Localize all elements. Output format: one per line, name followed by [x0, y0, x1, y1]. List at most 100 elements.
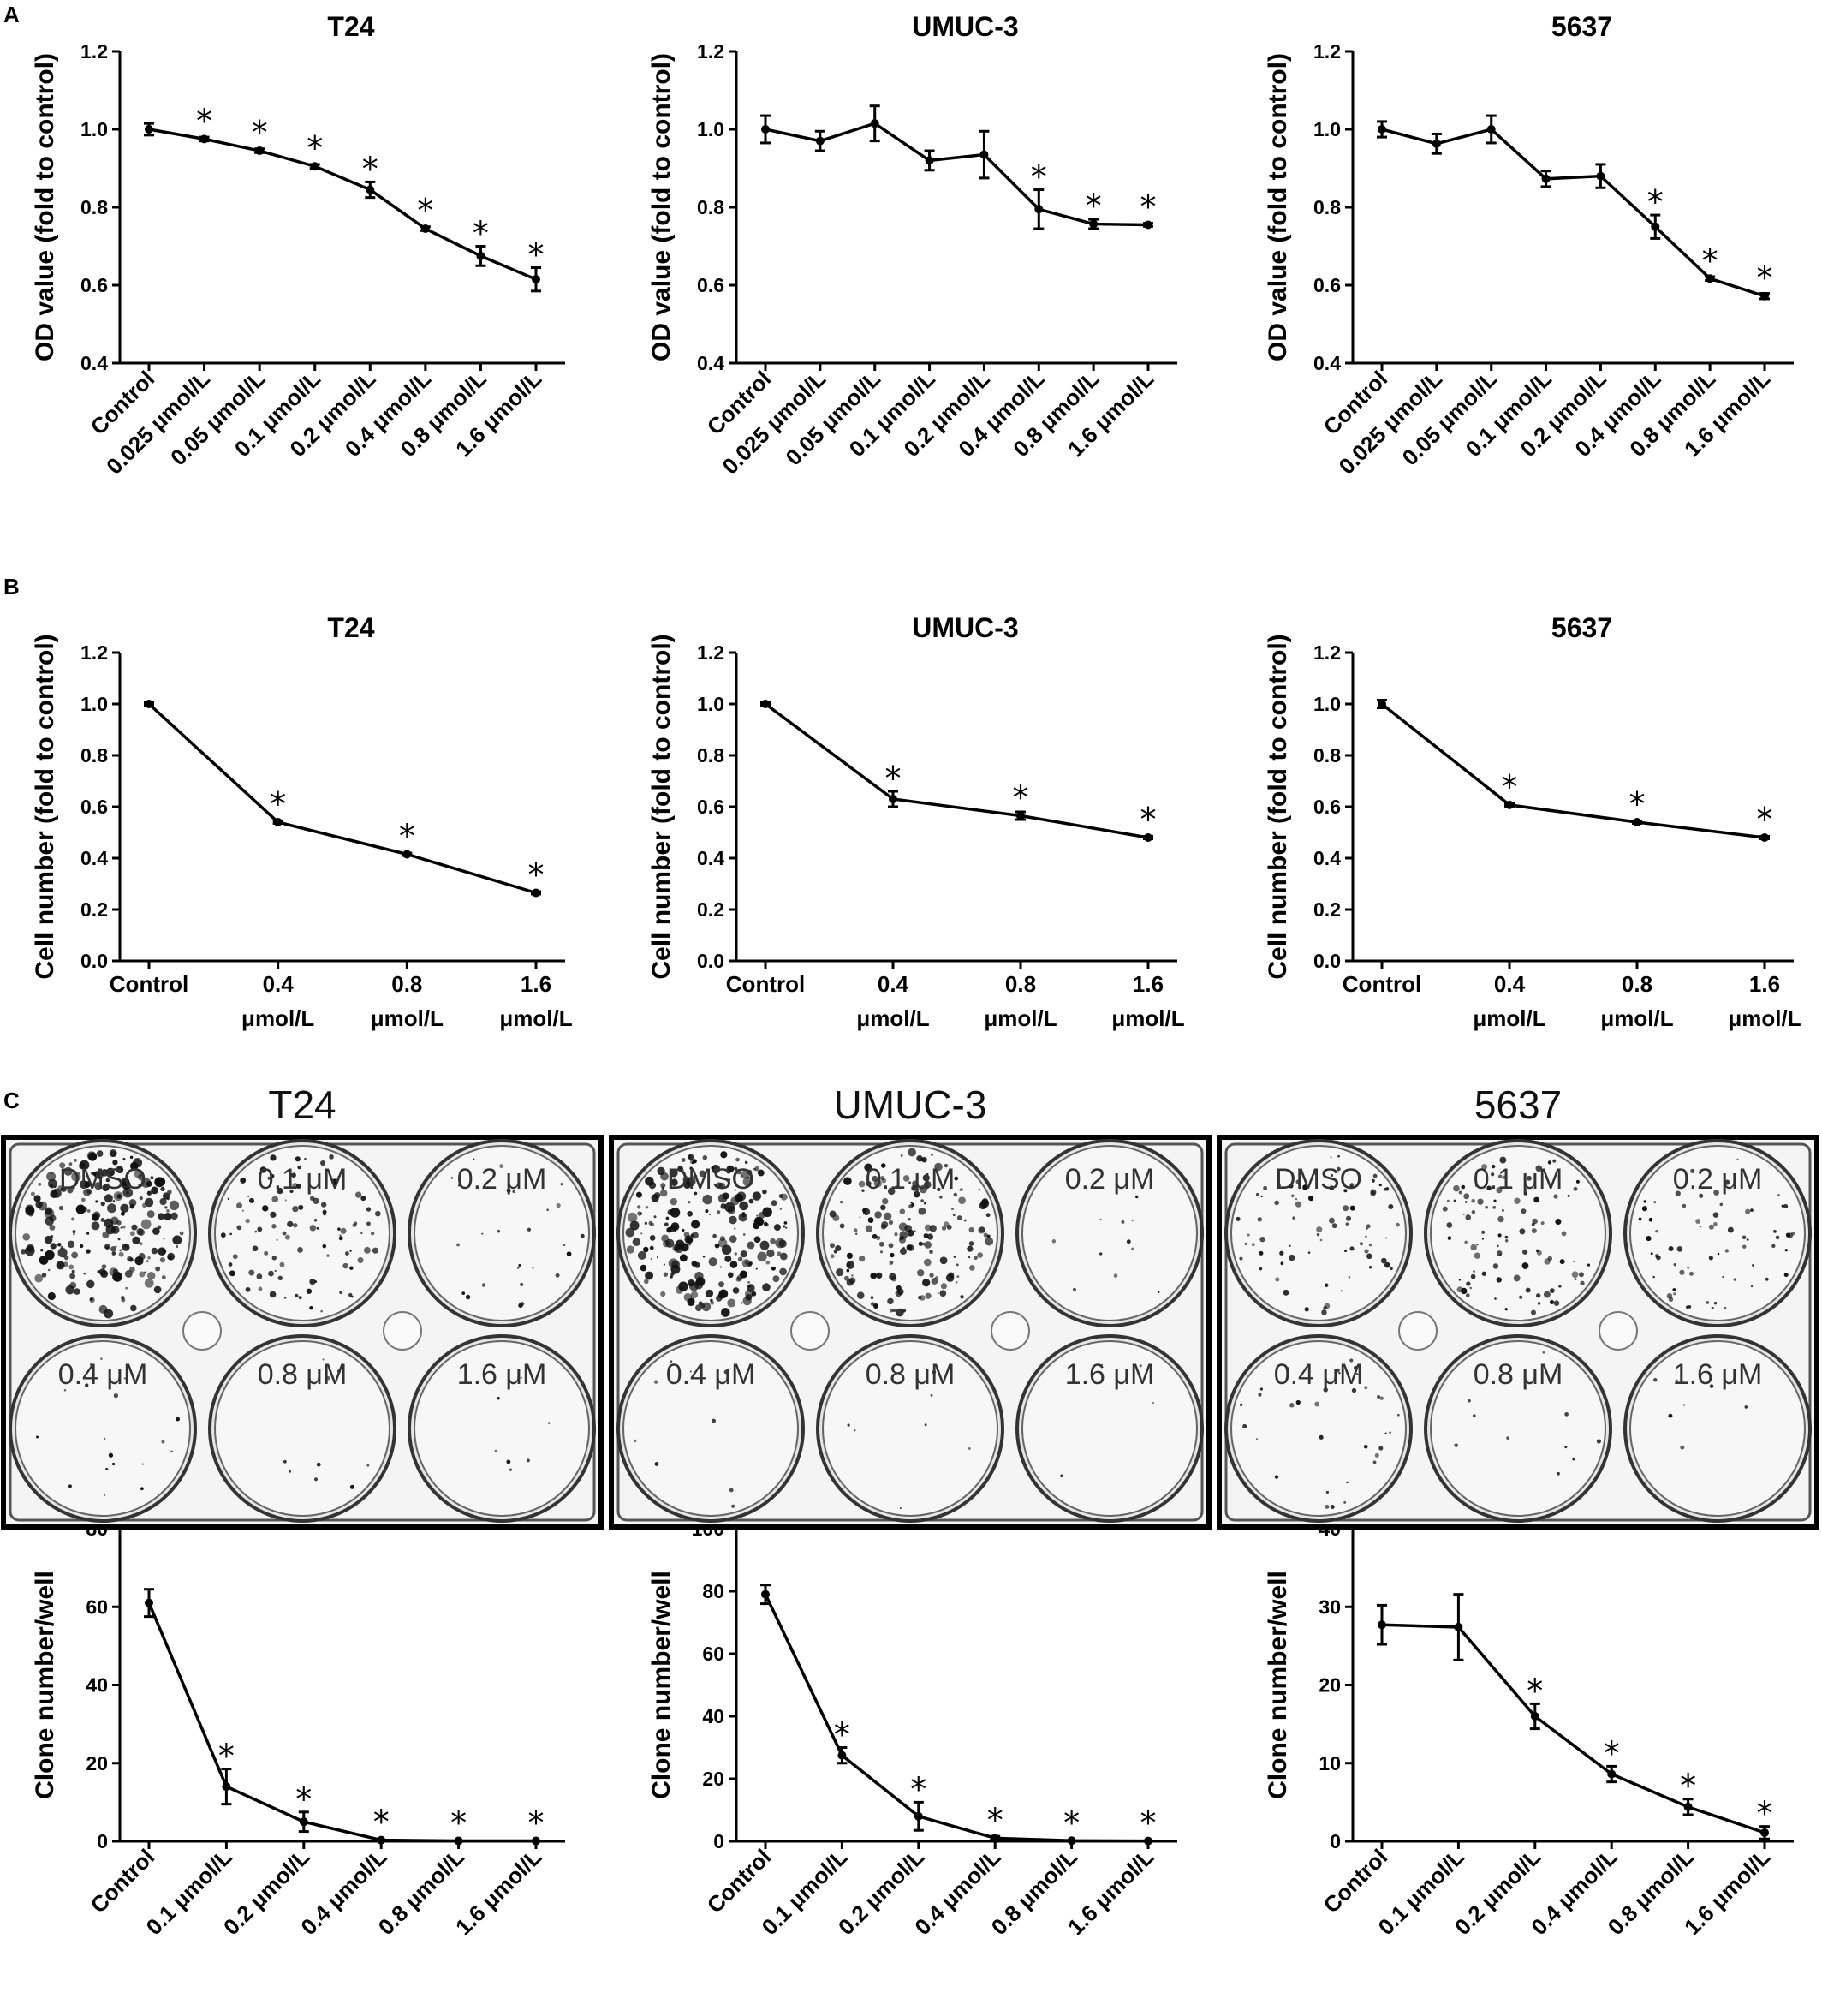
- chart-b-4: UMUC-3Cell number (fold to control) 0.00.…: [647, 612, 1185, 1031]
- y-tick-label: 0.6: [1313, 274, 1341, 296]
- significance-star: *: [1702, 242, 1718, 279]
- x-tick-label: 1.6: [1133, 971, 1164, 997]
- x-tick-label: 0.8: [1005, 971, 1036, 997]
- y-tick-label: 0.4: [80, 352, 108, 374]
- significance-star: *: [1647, 183, 1664, 221]
- y-tick-label: 0.8: [1313, 744, 1341, 766]
- y-tick-label: 0.2: [1313, 898, 1341, 921]
- y-axis-label: Clone number/well: [1264, 1571, 1292, 1799]
- plate-1: UMUC-3 DMSO 0.1 μM 0.2 μM 0.4 μM 0.8 μM 1.6 μM: [611, 1083, 1209, 1527]
- well: 0.8 μM: [1426, 1336, 1611, 1521]
- y-tick-label: 20: [86, 1752, 108, 1774]
- plate-title: T24: [268, 1083, 336, 1127]
- significance-star: *: [528, 236, 545, 274]
- x-tick-label: Control: [702, 1844, 777, 1918]
- significance-star: *: [987, 1801, 1003, 1839]
- well-label: 0.8 μM: [1474, 1358, 1563, 1391]
- y-tick-label: 1.0: [697, 118, 724, 140]
- plate-spacer-ring: [183, 1312, 221, 1350]
- y-tick-label: 1.0: [80, 693, 108, 715]
- well: DMSO: [1226, 1141, 1411, 1326]
- x-tick-label: 0.8: [391, 971, 422, 997]
- well-label: 0.2 μM: [457, 1163, 547, 1196]
- significance-star: *: [1757, 259, 1773, 297]
- y-tick-label: 0.6: [697, 796, 724, 818]
- well: 0.8 μM: [210, 1336, 395, 1521]
- data-point: [761, 1590, 770, 1599]
- significance-star: *: [1063, 1804, 1080, 1841]
- y-tick-label: 1.2: [697, 641, 724, 664]
- y-tick-label: 0.8: [80, 744, 108, 766]
- significance-star: *: [1013, 779, 1029, 817]
- data-point: [1454, 1623, 1462, 1631]
- data-point: [914, 1812, 923, 1821]
- data-point: [1542, 175, 1551, 183]
- significance-star: *: [1629, 785, 1646, 823]
- significance-star: *: [1502, 768, 1518, 806]
- x-tick-label-unit: μmol/L: [499, 1005, 572, 1031]
- well-label: 0.8 μM: [866, 1358, 956, 1391]
- well-label: 0.1 μM: [866, 1163, 956, 1196]
- well: 0.1 μM: [818, 1141, 1003, 1326]
- y-tick-label: 1.0: [697, 693, 724, 715]
- series-line: [765, 704, 1148, 838]
- data-point: [1432, 140, 1441, 148]
- series-line: [149, 704, 536, 893]
- data-point: [1596, 172, 1605, 181]
- chart-title: T24: [327, 612, 374, 643]
- well-label: 0.2 μM: [1065, 1163, 1155, 1196]
- plate-2: 5637 DMSO 0.1 μM 0.2 μM 0.4 μM 0.8 μM 1.6 μM: [1219, 1083, 1817, 1527]
- series-line: [1382, 1625, 1765, 1833]
- significance-star: *: [1140, 801, 1157, 838]
- panel-letter-c: C: [3, 1088, 20, 1113]
- data-point: [1034, 205, 1043, 213]
- x-tick-label: Control: [110, 971, 188, 997]
- data-point: [476, 252, 485, 260]
- chart-c-8: 5637Clone number/well010203040Control0.1…: [1264, 1488, 1794, 1940]
- y-tick-label: 0: [97, 1830, 108, 1852]
- y-tick-label: 1.2: [80, 641, 108, 664]
- y-tick-label: 40: [86, 1674, 108, 1697]
- y-tick-label: 0.4: [697, 847, 724, 869]
- panel-letter-a: A: [3, 2, 20, 27]
- y-tick-label: 0.4: [80, 847, 108, 869]
- well-label: 0.4 μM: [1274, 1358, 1364, 1391]
- significance-star: *: [1527, 1672, 1543, 1709]
- data-point: [1378, 700, 1386, 708]
- figure: A B C T24OD value (fold to control)0.40.…: [0, 0, 1822, 2016]
- plate-spacer-ring: [991, 1312, 1029, 1350]
- data-point: [145, 700, 153, 708]
- significance-star: *: [1757, 801, 1773, 838]
- y-tick-label: 1.0: [1313, 118, 1341, 140]
- y-tick-label: 0.8: [697, 196, 724, 218]
- well-label: DMSO: [59, 1163, 146, 1196]
- data-point: [761, 125, 770, 134]
- y-tick-label: 10: [1319, 1752, 1341, 1774]
- data-point: [1531, 1712, 1539, 1721]
- data-point: [1487, 125, 1496, 134]
- y-axis-label: OD value (fold to control): [647, 53, 676, 361]
- x-tick-label-unit: μmol/L: [984, 1005, 1057, 1031]
- x-tick-label: 0.8: [1622, 971, 1652, 997]
- y-tick-label: 0.0: [80, 950, 108, 972]
- y-tick-label: 0: [713, 1830, 724, 1852]
- y-tick-label: 0.6: [697, 274, 724, 296]
- chart-title: T24: [327, 11, 374, 42]
- y-tick-label: 1.2: [1313, 641, 1341, 664]
- well-label: 0.1 μM: [1474, 1163, 1563, 1196]
- data-point: [1378, 1620, 1386, 1629]
- significance-star: *: [1604, 1734, 1620, 1772]
- y-axis-label: Clone number/well: [31, 1571, 59, 1799]
- significance-star: *: [1757, 1795, 1773, 1833]
- well: 0.1 μM: [210, 1141, 395, 1326]
- y-tick-label: 0.6: [80, 274, 108, 296]
- x-tick-label-unit: μmol/L: [1111, 1005, 1184, 1031]
- chart-title: 5637: [1551, 11, 1612, 42]
- x-tick-label-unit: μmol/L: [241, 1005, 314, 1031]
- y-tick-label: 60: [702, 1643, 724, 1665]
- y-tick-label: 0.4: [1313, 352, 1341, 374]
- y-tick-label: 0.2: [80, 898, 108, 921]
- well: 0.4 μM: [618, 1336, 803, 1521]
- y-tick-label: 0.0: [1313, 950, 1341, 972]
- well-label: 1.6 μM: [457, 1358, 547, 1391]
